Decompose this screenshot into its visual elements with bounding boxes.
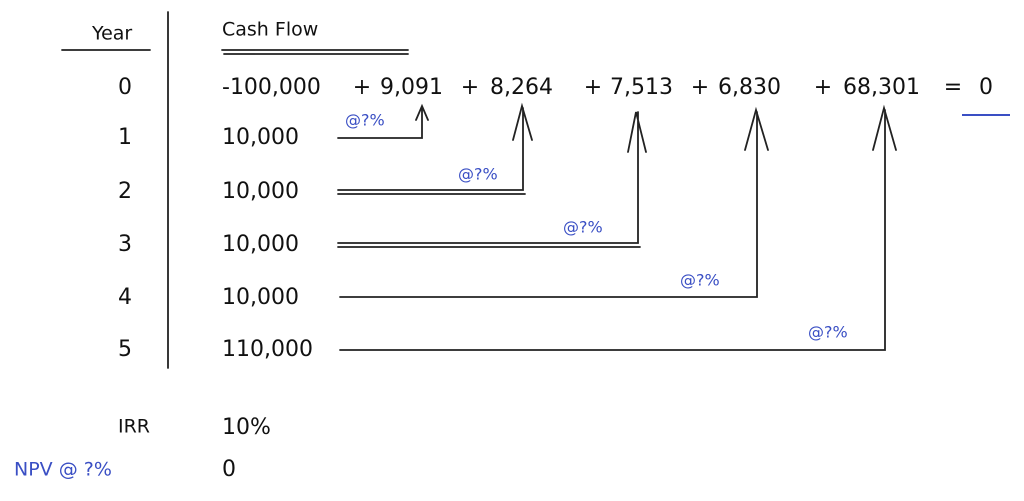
header-year: Year [91,23,132,45]
pv-term: 68,301 [843,75,920,100]
plus: + [584,75,602,100]
plus: + [353,75,371,100]
plus: + [691,75,709,100]
year: 4 [118,285,132,310]
pv-term: 8,264 [490,75,553,100]
npv-value: 0 [222,457,236,482]
pv-term: 9,091 [380,75,443,100]
npv-label: NPV @ ?% [14,459,112,481]
year: 2 [118,179,132,204]
rate-label: @?% [680,271,720,290]
rate-label: @?% [458,165,498,184]
arrow [337,103,429,139]
rate-label: @?% [808,323,848,342]
cash-flow: 10,000 [222,285,299,310]
equals: = [944,75,962,100]
plus: + [814,75,832,100]
arrow [337,111,647,248]
year: 5 [118,337,132,362]
cash-flow: 110,000 [222,337,313,362]
rate-label: @?% [345,111,385,130]
year: 3 [118,232,132,257]
pv-term: 7,513 [610,75,673,100]
year: 1 [118,125,132,150]
plus: + [461,75,479,100]
irr-value: 10% [222,415,271,440]
year: 0 [118,75,132,100]
cash-flow: 10,000 [222,232,299,257]
cash-flow: 10,000 [222,179,299,204]
cash-flow: -100,000 [222,75,321,100]
arrow [339,106,769,298]
cash-flow: 10,000 [222,125,299,150]
header-cash-flow: Cash Flow [222,19,318,41]
result: 0 [979,75,993,100]
rate-label: @?% [563,218,603,237]
irr-label: IRR [118,416,150,438]
pv-term: 6,830 [718,75,781,100]
arrow [339,104,897,351]
arrow [337,102,533,195]
